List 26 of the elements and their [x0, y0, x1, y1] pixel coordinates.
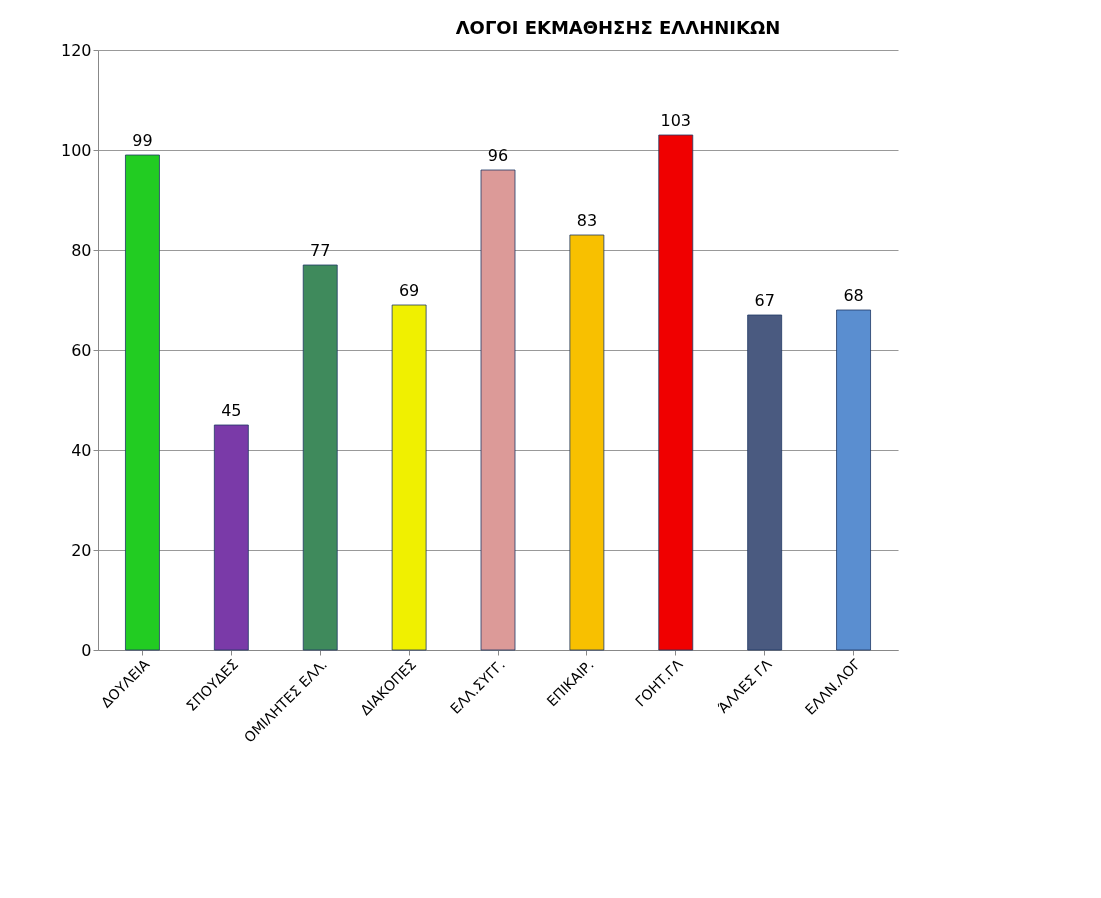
bar	[213, 424, 249, 651]
y-tick-label: 60	[71, 340, 92, 360]
data-label: 67	[754, 291, 775, 310]
data-label: 69	[398, 281, 420, 300]
bar	[836, 309, 871, 651]
data-label: 68	[843, 286, 864, 305]
y-tick-label: 120	[60, 40, 92, 60]
bar	[391, 304, 427, 651]
y-tick-label: 100	[60, 140, 92, 160]
bar	[302, 264, 338, 651]
bar	[480, 169, 516, 651]
data-label: 96	[487, 146, 509, 165]
chart-title: ΛΟΓΟΙ ΕΚΜΑΘΗΣΗΣ ΕΛΛΗΝΙΚΩΝ	[455, 17, 781, 38]
bar	[747, 314, 783, 651]
data-label: 77	[310, 241, 331, 260]
data-label: 99	[132, 131, 153, 150]
data-label: 103	[660, 111, 692, 130]
y-tick-label: 80	[71, 240, 92, 260]
data-label: 83	[576, 211, 598, 230]
bar	[125, 154, 160, 651]
data-label: 45	[221, 401, 242, 420]
y-tick-label: 0	[81, 640, 92, 660]
bar	[569, 234, 605, 651]
y-tick-label: 40	[71, 440, 92, 460]
y-tick-label: 20	[71, 540, 92, 560]
bar	[658, 134, 694, 651]
